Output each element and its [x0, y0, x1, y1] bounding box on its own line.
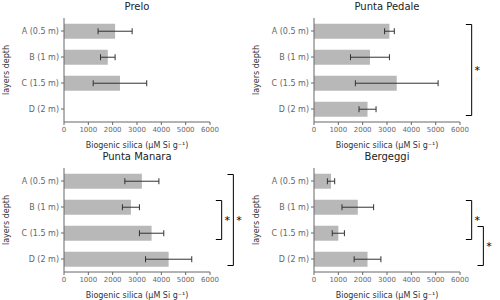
svg-text:1000: 1000 — [79, 276, 97, 284]
svg-text:*: * — [225, 214, 231, 227]
html-text:Punta Manara: Punta Manara — [102, 151, 172, 162]
svg-text:1000: 1000 — [329, 126, 347, 134]
svg-text:0: 0 — [312, 276, 316, 284]
svg-text:5000: 5000 — [177, 276, 195, 284]
svg-text:3000: 3000 — [378, 276, 396, 284]
svg-text:*: * — [236, 214, 242, 227]
svg-text:1000: 1000 — [79, 126, 97, 134]
svg-text:D (2 m): D (2 m) — [29, 105, 59, 114]
svg-text:A (0.5 m): A (0.5 m) — [22, 177, 59, 186]
svg-text:layers depth: layers depth — [252, 195, 261, 245]
svg-text:6000: 6000 — [451, 276, 469, 284]
svg-text:layers depth: layers depth — [8, 45, 11, 95]
svg-text:layers depth: layers depth — [252, 45, 261, 95]
svg-text:5000: 5000 — [427, 126, 445, 134]
svg-text:*: * — [475, 214, 481, 227]
svg-text:4000: 4000 — [152, 276, 170, 284]
svg-text:*: * — [486, 240, 492, 253]
svg-text:6000: 6000 — [201, 276, 219, 284]
svg-text:3000: 3000 — [378, 126, 396, 134]
svg-text:A (0.5 m): A (0.5 m) — [272, 177, 309, 186]
svg-text:2000: 2000 — [104, 126, 122, 134]
svg-text:5000: 5000 — [177, 126, 195, 134]
svg-text:Biogenic silica (μM Si g⁻¹): Biogenic silica (μM Si g⁻¹) — [336, 291, 439, 300]
svg-text:2000: 2000 — [354, 276, 372, 284]
svg-text:0: 0 — [312, 126, 316, 134]
svg-text:*: * — [475, 64, 481, 77]
svg-text:0: 0 — [62, 276, 66, 284]
svg-text:3000: 3000 — [128, 126, 146, 134]
svg-text:D (2 m): D (2 m) — [29, 255, 59, 264]
svg-text:4000: 4000 — [402, 126, 420, 134]
svg-text:C (1.5 m): C (1.5 m) — [22, 79, 59, 88]
svg-text:B (1 m): B (1 m) — [29, 53, 59, 62]
svg-text:4000: 4000 — [152, 126, 170, 134]
svg-text:B (1 m): B (1 m) — [279, 53, 309, 62]
svg-text:Biogenic silica (μM Si g⁻¹): Biogenic silica (μM Si g⁻¹) — [336, 141, 439, 150]
svg-text:6000: 6000 — [451, 126, 469, 134]
svg-text:C (1.5 m): C (1.5 m) — [272, 79, 309, 88]
html-text:Bergeggi: Bergeggi — [364, 151, 410, 162]
html-text:Punta Pedale: Punta Pedale — [354, 1, 420, 12]
svg-text:1000: 1000 — [329, 276, 347, 284]
svg-text:D (2 m): D (2 m) — [279, 105, 309, 114]
svg-text:Biogenic silica (μM Si g⁻¹): Biogenic silica (μM Si g⁻¹) — [86, 141, 189, 150]
svg-text:C (1.5 m): C (1.5 m) — [272, 229, 309, 238]
svg-text:Biogenic silica (μM Si g⁻¹): Biogenic silica (μM Si g⁻¹) — [86, 291, 189, 300]
svg-text:layers depth: layers depth — [8, 195, 11, 245]
svg-text:6000: 6000 — [201, 126, 219, 134]
svg-text:D (2 m): D (2 m) — [279, 255, 309, 264]
svg-text:2000: 2000 — [354, 126, 372, 134]
svg-text:C (1.5 m): C (1.5 m) — [22, 229, 59, 238]
html-text:Prelo: Prelo — [124, 1, 150, 12]
svg-text:3000: 3000 — [128, 276, 146, 284]
svg-text:5000: 5000 — [427, 276, 445, 284]
svg-text:0: 0 — [62, 126, 66, 134]
svg-text:4000: 4000 — [402, 276, 420, 284]
svg-text:A (0.5 m): A (0.5 m) — [272, 27, 309, 36]
svg-text:B (1 m): B (1 m) — [29, 203, 59, 212]
svg-text:A (0.5 m): A (0.5 m) — [22, 27, 59, 36]
svg-text:2000: 2000 — [104, 276, 122, 284]
svg-text:B (1 m): B (1 m) — [279, 203, 309, 212]
